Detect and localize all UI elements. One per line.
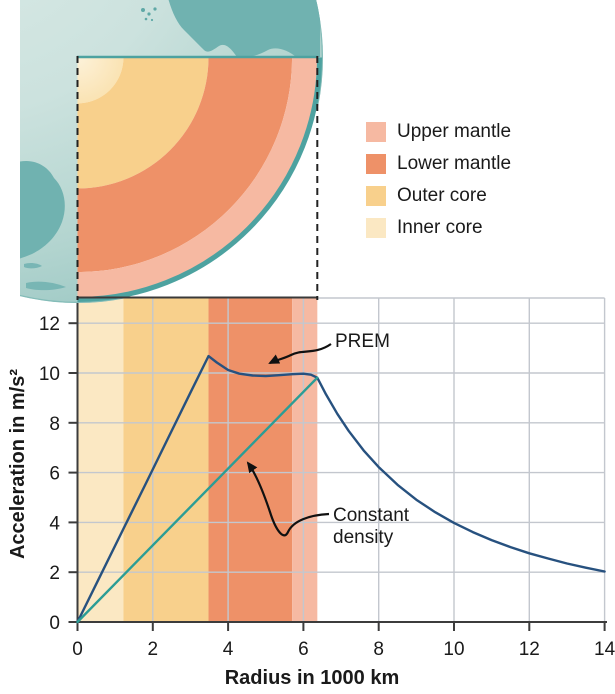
x-tick-label-6: 6 (298, 639, 309, 660)
constant-density-label-line1: Constant (333, 505, 410, 526)
x-tick-label-12: 12 (519, 639, 540, 660)
island-dots (141, 7, 157, 22)
legend-swatch-lower-mantle (366, 154, 386, 174)
crust-rim-arc (77, 57, 322, 302)
data-curves (76, 354, 606, 624)
y-tick-label-0: 0 (49, 613, 60, 634)
legend-swatch-outer-core (366, 186, 386, 206)
legend-label: Inner core (397, 217, 483, 238)
y-tick-label-4: 4 (49, 513, 60, 534)
x-tick-label-4: 4 (223, 639, 234, 660)
acceleration-vs-radius-chart: 0 2 4 6 8 10 12 14 0 2 4 6 8 10 12 PREM Constant densi… (7, 297, 615, 689)
x-axis-title: Radius in 1000 km (225, 667, 400, 689)
legend-item-outer-core: Outer core (366, 186, 511, 206)
y-tick-label-8: 8 (49, 414, 60, 435)
band-inner-core (77, 298, 124, 622)
legend-label: Outer core (397, 185, 487, 206)
legend-swatch-upper-mantle (366, 122, 386, 142)
constant-density-arrow (246, 461, 330, 537)
x-tick-label-8: 8 (373, 639, 384, 660)
legend-item-upper-mantle: Upper mantle (366, 122, 511, 142)
land-mass-left (20, 161, 65, 259)
x-tick-label-10: 10 (443, 639, 464, 660)
y-tick-label-6: 6 (49, 464, 60, 485)
legend-label: Upper mantle (397, 121, 512, 142)
earth-cutaway-illustration (20, 0, 323, 303)
band-outer-core (123, 298, 209, 622)
legend: Upper mantle Lower mantle Outer core Inner … (366, 122, 511, 250)
curve-prem (76, 354, 606, 624)
chart-annotations: PREM Constant density (246, 331, 410, 548)
y-tick-label-12: 12 (39, 314, 60, 335)
cutaway-layer-outer-core (77, 57, 209, 189)
land-archipelago-1 (24, 262, 42, 269)
band-lower-mantle (208, 298, 293, 622)
curve-constant-density (76, 376, 319, 624)
constant-density-label-line2: density (333, 527, 394, 548)
legend-swatch-inner-core (366, 218, 386, 238)
prem-label: PREM (335, 331, 390, 352)
legend-label: Lower mantle (397, 153, 512, 174)
layer-bands (77, 298, 318, 622)
prem-arrow (268, 343, 332, 364)
cutaway-layers (77, 57, 318, 298)
axes: 0 2 4 6 8 10 12 14 0 2 4 6 8 10 12 (39, 297, 615, 660)
x-tick-label-0: 0 (72, 639, 83, 660)
land-mass-north (168, 0, 320, 57)
cutaway-quarter-section (77, 55, 322, 302)
cutaway-layer-lower-mantle (77, 57, 293, 273)
land-archipelago-2 (26, 281, 66, 291)
y-axis-title: Acceleration in m/s² (7, 369, 29, 559)
cutaway-layer-inner-core (77, 57, 124, 104)
x-tick-label-2: 2 (148, 639, 159, 660)
band-upper-mantle (292, 298, 318, 622)
cutaway-layer-upper-mantle (77, 57, 318, 298)
y-tick-label-2: 2 (49, 563, 60, 584)
y-tick-label-10: 10 (39, 364, 60, 385)
legend-item-inner-core: Inner core (366, 218, 511, 238)
legend-item-lower-mantle: Lower mantle (366, 154, 511, 174)
x-tick-label-14: 14 (594, 639, 615, 660)
